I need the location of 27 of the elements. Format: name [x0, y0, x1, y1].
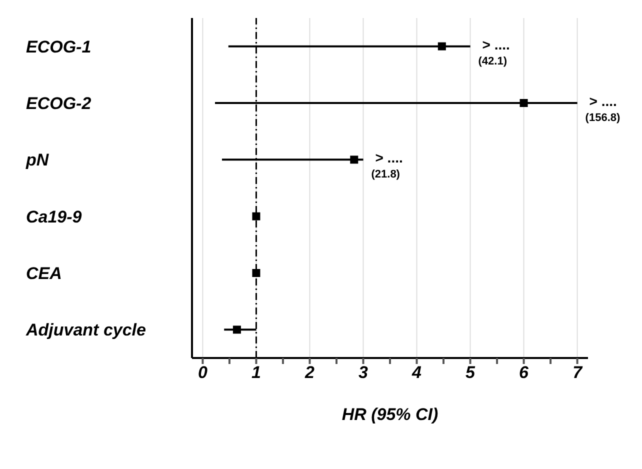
point	[232, 326, 241, 334]
x-tick-label: 7	[572, 363, 584, 382]
y-tick-label: pN	[25, 150, 50, 170]
x-tick-label: 3	[358, 363, 369, 382]
x-tick-label: 0	[198, 363, 208, 382]
y-tick-label: Ca19-9	[26, 207, 82, 226]
x-tick-label: 1	[251, 363, 261, 382]
annotation: (42.1)	[478, 55, 508, 68]
annotation: > ....	[375, 150, 403, 166]
y-tick-label: ECOG-2	[26, 94, 92, 113]
x-axis-title: HR (95% CI)	[342, 405, 439, 424]
point	[252, 269, 260, 277]
point	[520, 99, 528, 107]
y-tick-label: ECOG-1	[26, 37, 92, 56]
x-tick-label: 2	[304, 363, 315, 382]
annotation: > ....	[589, 93, 617, 109]
point	[350, 156, 358, 164]
annotation: > ....	[482, 36, 510, 52]
x-tick-label: 4	[411, 363, 422, 382]
y-tick-label: CEA	[26, 264, 62, 283]
x-tick-label: 5	[466, 363, 476, 382]
annotation: (21.8)	[371, 168, 400, 181]
y-tick-label: Adjuvant cycle	[25, 320, 146, 340]
annotation: (156.8)	[585, 112, 620, 124]
point	[438, 42, 446, 50]
x-tick-label: 6	[519, 363, 530, 382]
point	[252, 212, 260, 220]
